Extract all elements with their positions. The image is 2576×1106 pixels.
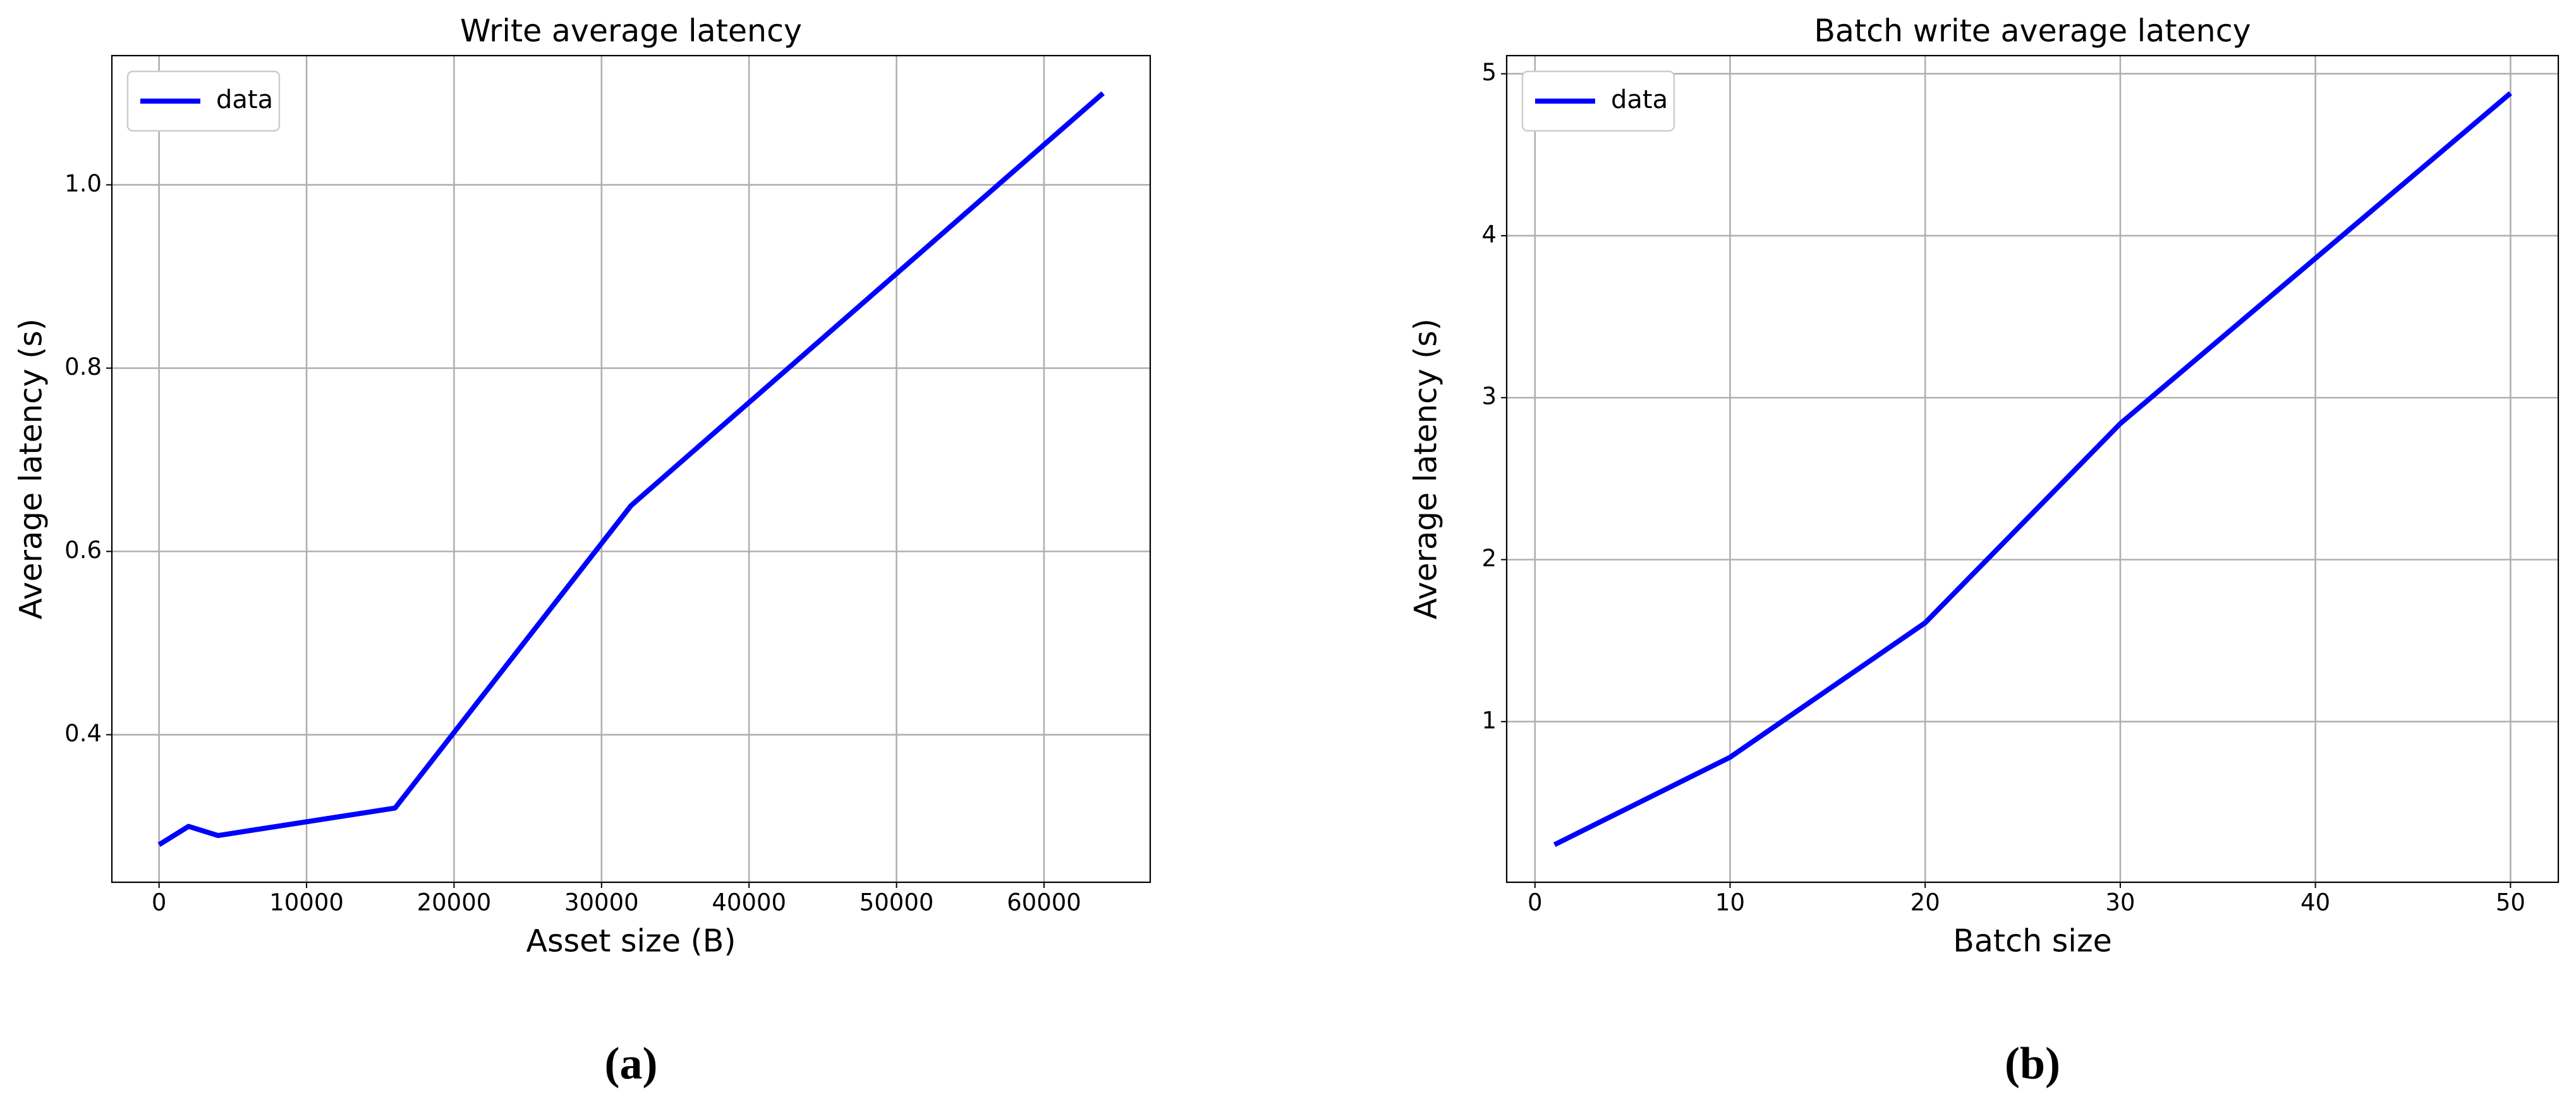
y-tick-label: 4 xyxy=(1481,221,1497,248)
x-tick-label: 50 xyxy=(2496,889,2525,916)
caption: (b) xyxy=(2005,1038,2060,1089)
data-line xyxy=(1553,91,2512,848)
x-tick-label: 20000 xyxy=(417,889,492,916)
x-tick-label: 40000 xyxy=(712,889,786,916)
x-tick-label: 20 xyxy=(1911,889,1940,916)
x-tick-label: 50000 xyxy=(860,889,934,916)
plot-frame xyxy=(1505,54,2560,884)
x-tick-label: 10000 xyxy=(269,889,344,916)
legend-box xyxy=(1521,70,1675,132)
y-tick-label: 0.8 xyxy=(64,353,102,380)
y-tick-label: 5 xyxy=(1481,59,1497,86)
x-tick-label: 30000 xyxy=(564,889,639,916)
y-tick-label: 0.4 xyxy=(64,720,102,747)
y-tick-label: 1 xyxy=(1481,707,1497,734)
x-axis-label: Batch size xyxy=(1953,923,2111,959)
x-axis-label: Asset size (B) xyxy=(526,923,736,959)
x-tick-label: 40 xyxy=(2300,889,2330,916)
y-axis-label: Average latency (s) xyxy=(13,319,49,619)
y-tick-label: 1.0 xyxy=(64,170,102,197)
plot-area xyxy=(1507,56,2558,882)
x-tick-label: 10 xyxy=(1715,889,1745,916)
caption: (a) xyxy=(605,1038,658,1089)
y-tick-label: 0.6 xyxy=(64,537,102,564)
legend-label: data xyxy=(216,85,273,114)
y-tick-label: 2 xyxy=(1481,545,1497,572)
y-axis-label: Average latency (s) xyxy=(1408,319,1444,619)
plot-area xyxy=(112,56,1150,882)
x-tick-label: 60000 xyxy=(1007,889,1081,916)
chart-title: Batch write average latency xyxy=(1814,13,2251,49)
x-tick-label: 0 xyxy=(1528,889,1543,916)
x-tick-label: 30 xyxy=(2105,889,2135,916)
data-line xyxy=(157,91,1105,847)
x-tick-label: 0 xyxy=(152,889,167,916)
legend-label: data xyxy=(1611,85,1668,114)
chart-title: Write average latency xyxy=(460,13,802,49)
plot-frame xyxy=(111,54,1151,884)
y-tick-label: 3 xyxy=(1481,383,1497,410)
legend-box xyxy=(126,70,281,132)
